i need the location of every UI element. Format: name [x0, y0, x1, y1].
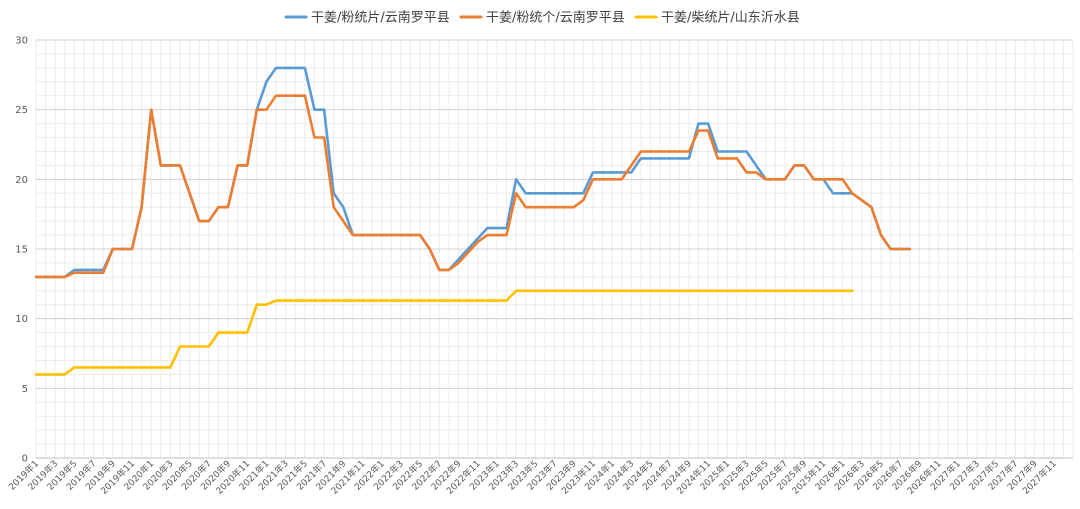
y-tick-label: 20	[15, 175, 28, 186]
series-line-3	[34, 289, 854, 376]
legend-label: 干姜/粉统个/云南罗平县	[486, 10, 625, 26]
legend-label: 干姜/粉统片/云南罗平县	[311, 10, 450, 26]
series-line-2	[34, 94, 912, 279]
legend: 干姜/粉统片/云南罗平县 干姜/粉统个/云南罗平县 干姜/柴统片/山东沂水县	[284, 10, 800, 26]
gridlines	[35, 39, 1074, 459]
y-tick-label: 10	[15, 314, 28, 325]
y-tick-label: 0	[22, 454, 28, 465]
y-tick-label: 5	[22, 384, 28, 395]
axes: 0510152025302019年12019年32019年52019年72019…	[6, 36, 1073, 497]
y-tick-label: 15	[15, 245, 28, 256]
y-tick-label: 30	[15, 36, 28, 47]
series-lines	[34, 66, 912, 376]
legend-label: 干姜/柴统片/山东沂水县	[661, 11, 800, 26]
y-tick-label: 25	[15, 105, 28, 116]
